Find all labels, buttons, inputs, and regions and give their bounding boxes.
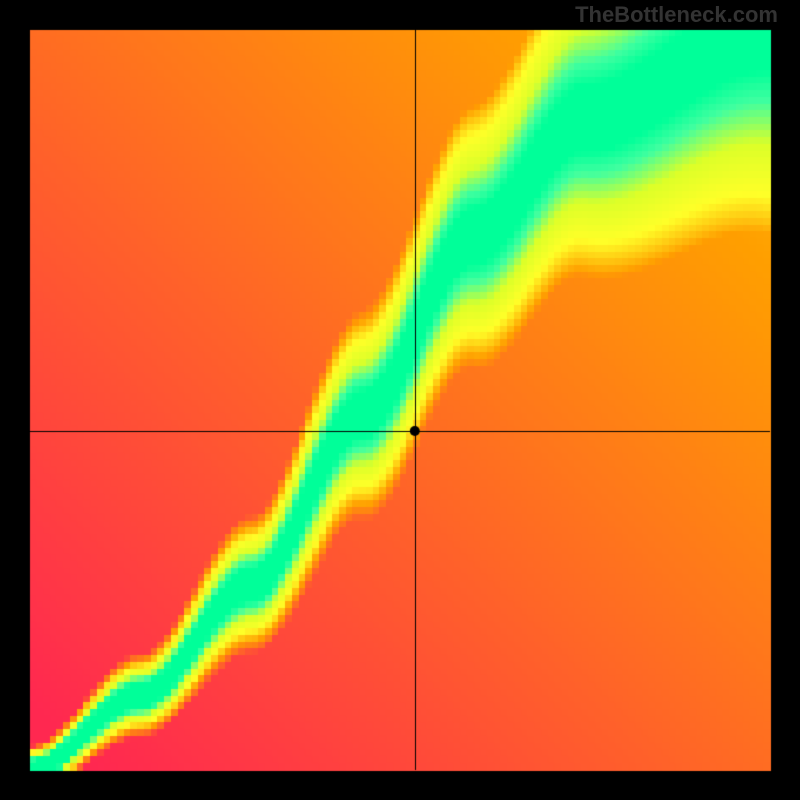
attribution-text: TheBottleneck.com (575, 2, 778, 28)
bottleneck-heatmap (0, 0, 800, 800)
